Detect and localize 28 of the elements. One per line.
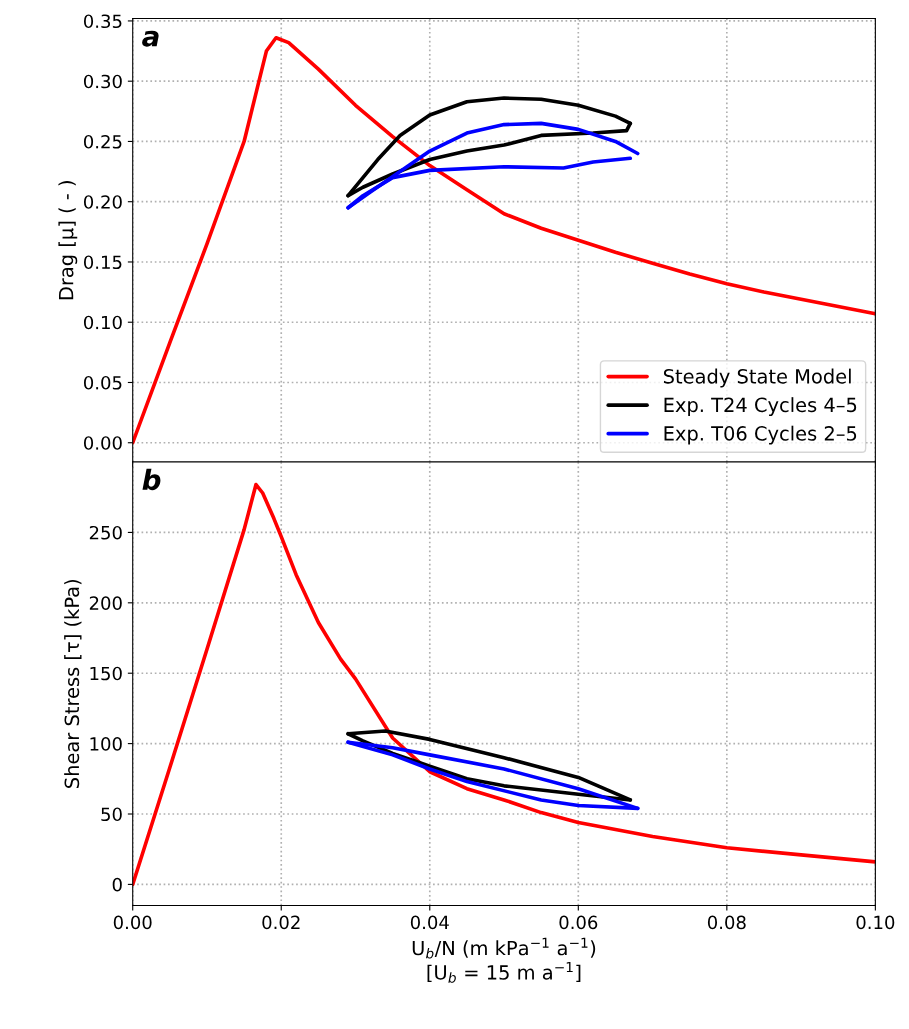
y-axis-title: Drag [μ] ( - ) xyxy=(58,181,78,300)
y-tick-label: 150 xyxy=(90,666,122,681)
legend-label: Exp. T06 Cycles 2–5 xyxy=(664,425,857,445)
y-tick-label: 250 xyxy=(89,525,122,540)
y-tick-label: 50 xyxy=(101,807,122,822)
chart-title: b xyxy=(142,468,161,491)
legend-label: Steady State Model xyxy=(663,368,851,388)
chart-title: a xyxy=(142,30,159,47)
y-axis-title: Shear Stress [τ] (kPa) xyxy=(64,579,82,788)
y-tick-label: 0.15 xyxy=(83,255,122,270)
y-tick-label: 0.20 xyxy=(83,195,122,209)
x-tick-label: 0.02 xyxy=(262,915,300,930)
y-tick-label: 0 xyxy=(112,877,122,892)
y-tick-label: 0.35 xyxy=(83,14,122,29)
text: U$_{b}$/N (m kPa$^{−1}$ a$^{−1}$) [U$_{b}$ = 15 m a$^{−1}$] xyxy=(412,937,596,983)
x-tick-label: 0.08 xyxy=(707,915,746,930)
y-tick-label: 0.25 xyxy=(83,134,122,149)
y-tick-label: 0.00 xyxy=(83,436,122,450)
y-tick-label: 200 xyxy=(89,596,122,610)
x-tick-label: 0.10 xyxy=(856,915,895,930)
x-tick-label: 0.06 xyxy=(559,915,598,930)
legend-label: Exp. T24 Cycles 4–5 xyxy=(664,397,857,416)
y-tick-label: 0.30 xyxy=(83,74,122,89)
y-tick-label: 0.05 xyxy=(83,375,122,390)
x-tick-label: 0.00 xyxy=(113,915,152,930)
y-tick-label: 100 xyxy=(90,737,122,751)
y-tick-label: 0.10 xyxy=(83,315,122,330)
x-tick-label: 0.04 xyxy=(410,915,449,930)
